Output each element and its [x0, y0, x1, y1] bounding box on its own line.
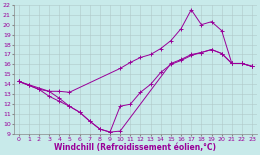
X-axis label: Windchill (Refroidissement éolien,°C): Windchill (Refroidissement éolien,°C): [54, 143, 216, 152]
